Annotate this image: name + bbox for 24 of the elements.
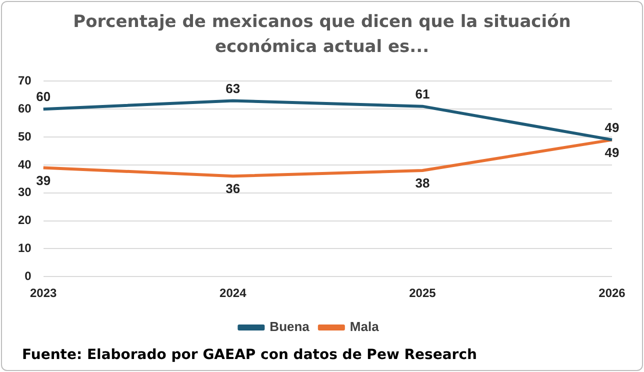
y-tick-label: 50: [18, 129, 32, 144]
y-tick-label: 20: [18, 213, 32, 228]
x-tick-label: 2024: [220, 286, 247, 300]
x-tick-label: 2023: [30, 286, 58, 300]
y-tick-label: 40: [18, 157, 32, 172]
x-tick-label: 2026: [598, 286, 626, 300]
y-tick-label: 0: [24, 268, 32, 283]
data-label: 49: [604, 144, 620, 160]
source-note: Fuente: Elaborado por GAEAP con datos de Pew Research: [22, 347, 477, 363]
data-label: 61: [415, 86, 430, 102]
data-label: 36: [226, 181, 240, 196]
data-label: 63: [226, 80, 240, 96]
y-tick-label: 30: [18, 185, 32, 200]
data-label: 39: [36, 172, 51, 188]
legend-label: Buena: [270, 319, 310, 334]
x-tick-label: 2025: [409, 286, 436, 300]
data-label: 49: [604, 120, 620, 135]
legend-label: Mala: [350, 319, 380, 334]
y-tick-label: 10: [18, 241, 32, 255]
chart-title: Porcentaje de mexicanos que dicen que la situación económica actual es...: [72, 11, 572, 59]
data-label: 38: [415, 176, 430, 191]
data-label: 60: [36, 89, 51, 104]
y-tick-label: 70: [18, 74, 32, 88]
y-tick-label: 60: [18, 101, 32, 116]
